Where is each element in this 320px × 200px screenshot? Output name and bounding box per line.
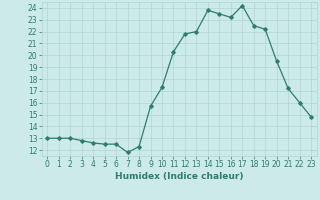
X-axis label: Humidex (Indice chaleur): Humidex (Indice chaleur): [115, 172, 244, 181]
